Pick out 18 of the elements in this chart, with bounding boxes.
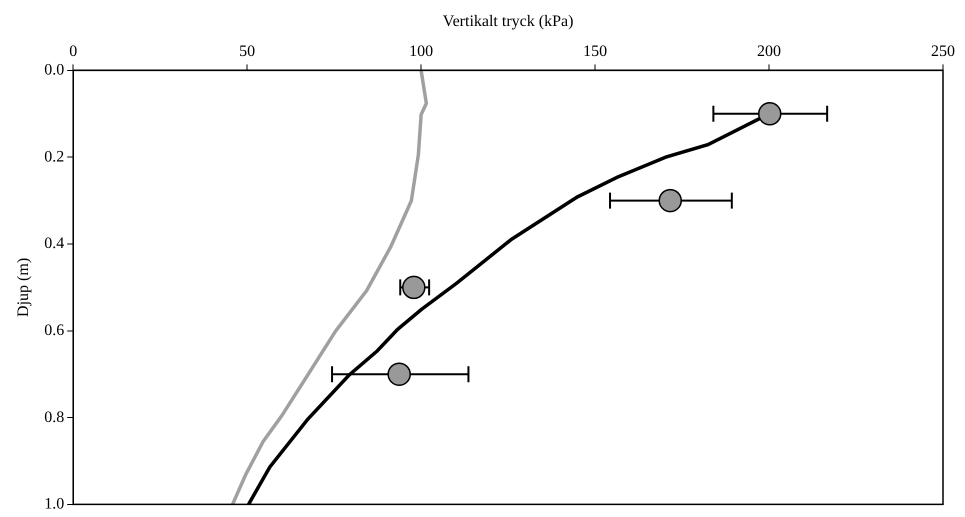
y-tick-label: 0.4 bbox=[44, 235, 64, 252]
y-tick-label: 1.0 bbox=[44, 496, 64, 513]
x-tick-label: 250 bbox=[931, 43, 955, 60]
y-axis-title: Djup (m) bbox=[14, 258, 32, 317]
x-axis-title: Vertikalt tryck (kPa) bbox=[442, 12, 574, 30]
x-tick-label: 200 bbox=[757, 43, 782, 60]
y-tick-label: 0.0 bbox=[44, 62, 64, 79]
y-tick-label: 0.8 bbox=[44, 408, 64, 426]
x-tick-label: 50 bbox=[239, 43, 256, 60]
x-tick-label: 150 bbox=[583, 43, 608, 60]
y-tick-label: 0.2 bbox=[44, 148, 64, 166]
x-tick-label: 0 bbox=[69, 43, 78, 60]
x-tick-label: 100 bbox=[409, 43, 434, 60]
point bbox=[387, 362, 411, 386]
point bbox=[402, 276, 426, 300]
point bbox=[758, 102, 782, 126]
y-tick-label: 0.6 bbox=[44, 322, 64, 340]
point bbox=[658, 188, 682, 212]
